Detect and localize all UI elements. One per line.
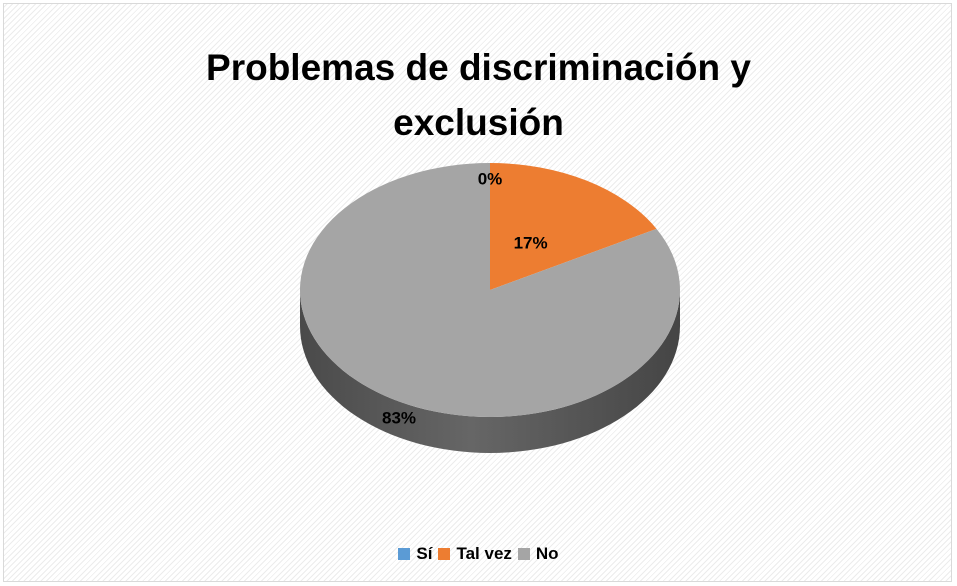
data-label-1: 17% (514, 234, 548, 253)
legend-item-1: Tal vez (438, 544, 511, 564)
legend-item-2: No (518, 544, 559, 564)
data-label-0: 0% (478, 169, 503, 188)
legend: Sí Tal vez No (4, 544, 953, 564)
legend-item-0: Sí (398, 544, 432, 564)
legend-label-2: No (536, 544, 559, 564)
legend-label-0: Sí (416, 544, 432, 564)
data-label-2: 83% (382, 408, 416, 427)
pie-chart: 0% 17% 83% (4, 4, 953, 583)
legend-swatch-1 (438, 548, 450, 560)
pie-top-group (300, 163, 680, 417)
legend-label-1: Tal vez (456, 544, 511, 564)
legend-swatch-2 (518, 548, 530, 560)
chart-area: Problemas de discriminación y exclusión … (3, 3, 952, 582)
legend-swatch-0 (398, 548, 410, 560)
